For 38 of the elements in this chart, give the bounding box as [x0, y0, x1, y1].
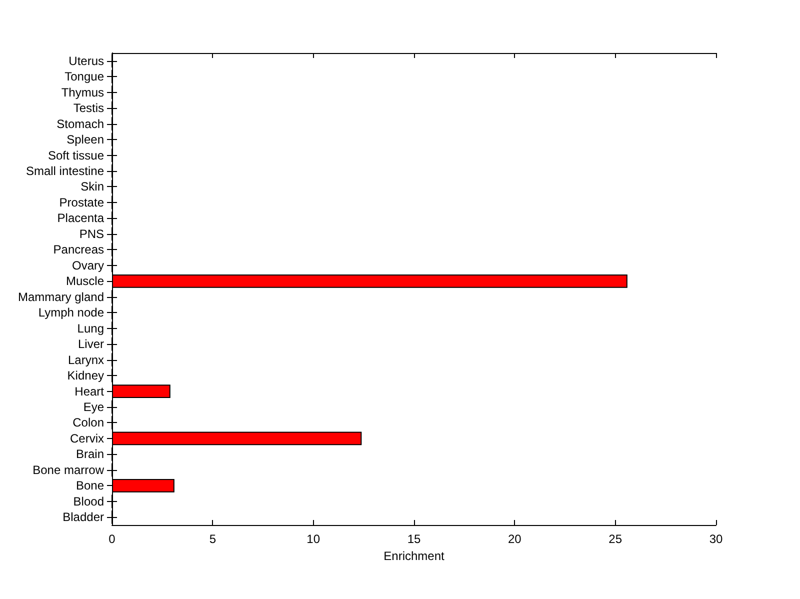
- x-tick-label: 0: [108, 532, 116, 546]
- x-axis-title: Enrichment: [384, 548, 446, 563]
- y-tick-label: Bladder: [62, 510, 104, 524]
- y-tick-label: Liver: [78, 337, 104, 352]
- y-tick-label: Kidney: [67, 368, 104, 383]
- x-tick-label: 20: [508, 532, 522, 546]
- y-tick-label: Larynx: [68, 352, 104, 367]
- x-tick-label: 30: [709, 532, 723, 546]
- y-tick-label: Lung: [77, 321, 104, 336]
- y-tick-label: Eye: [83, 400, 104, 414]
- x-tick-label: 25: [608, 532, 622, 546]
- y-tick-label: Uterus: [68, 54, 104, 68]
- y-tick-label: Colon: [72, 416, 104, 430]
- y-tick-label: Heart: [74, 384, 105, 398]
- y-tick-label: Brain: [76, 447, 104, 462]
- x-tick-label: 10: [306, 532, 320, 546]
- y-tick-label: Soft tissue: [48, 148, 104, 162]
- y-tick-label: Thymus: [61, 85, 104, 100]
- y-tick-label: Stomach: [56, 116, 104, 131]
- y-tick-label: Prostate: [59, 195, 104, 210]
- y-tick-label: Bone marrow: [32, 462, 104, 477]
- y-tick-label: Tongue: [64, 70, 104, 84]
- y-tick-label: Lymph node: [38, 306, 104, 320]
- y-tick-label: Placenta: [57, 211, 104, 226]
- y-tick-label: Testis: [73, 101, 104, 116]
- y-tick-label: Ovary: [72, 258, 104, 272]
- y-tick-label: PNS: [79, 226, 104, 241]
- y-tick-label: Skin: [80, 180, 104, 194]
- x-tick-label: 15: [407, 532, 421, 546]
- y-tick-label: Small intestine: [26, 164, 104, 178]
- y-tick-label: Bone: [76, 478, 104, 493]
- x-tick-label: 5: [209, 532, 216, 546]
- y-tick-label: Pancreas: [53, 242, 104, 257]
- y-tick-label: Mammary gland: [18, 290, 104, 304]
- y-tick-label: Muscle: [66, 274, 104, 288]
- y-tick-label: Blood: [73, 494, 104, 508]
- y-tick-label: Spleen: [66, 132, 104, 147]
- y-tick-label: Cervix: [70, 431, 104, 446]
